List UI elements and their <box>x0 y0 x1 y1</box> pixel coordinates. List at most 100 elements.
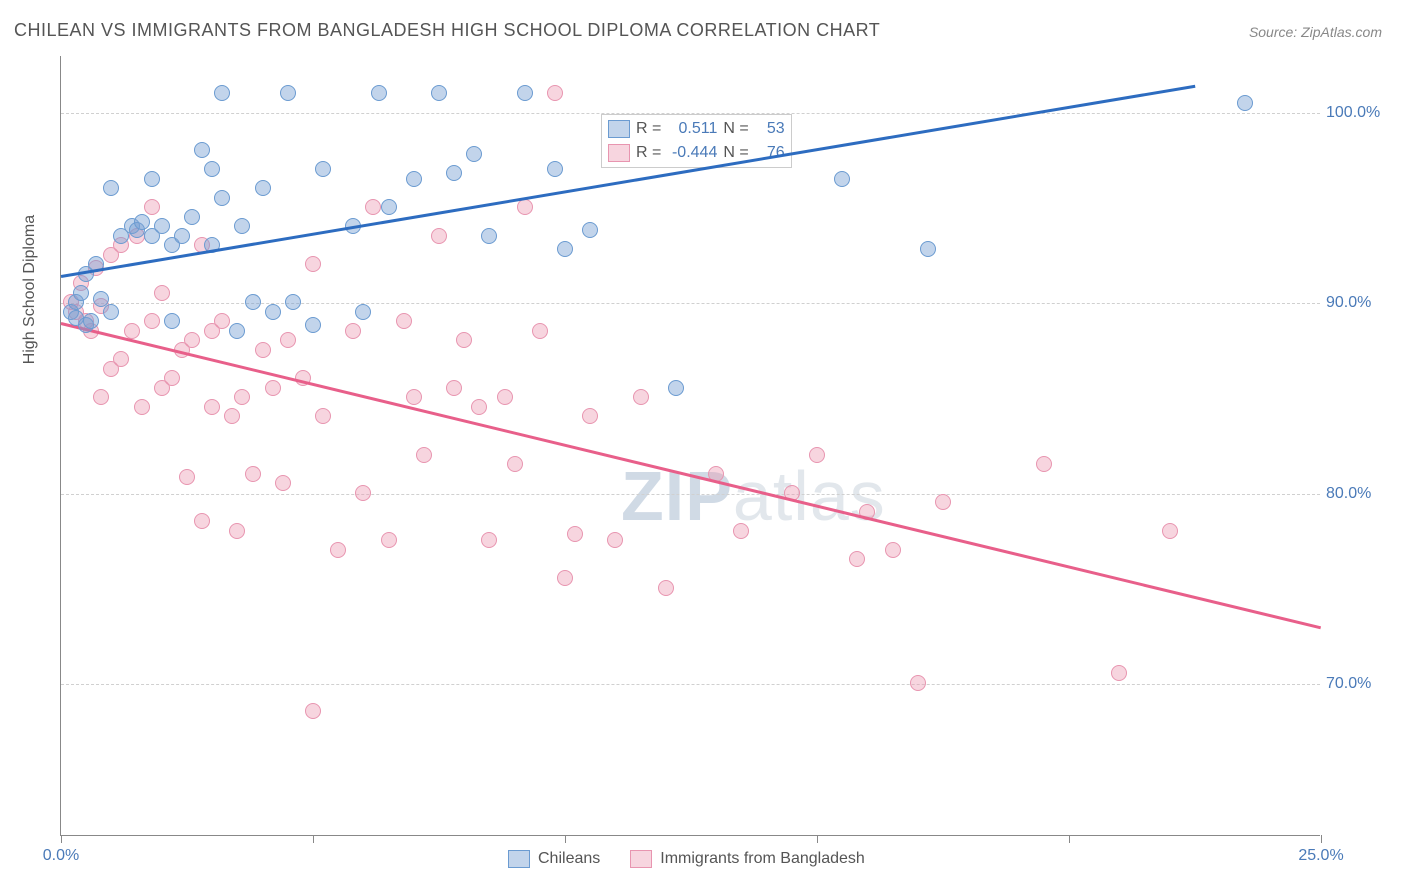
data-point <box>371 85 387 101</box>
data-point <box>517 85 533 101</box>
data-point <box>280 85 296 101</box>
data-point <box>234 218 250 234</box>
data-point <box>406 389 422 405</box>
data-point <box>93 389 109 405</box>
data-point <box>668 380 684 396</box>
data-point <box>113 351 129 367</box>
legend-item-chileans: Chileans <box>508 850 600 868</box>
y-gridline <box>61 494 1320 495</box>
data-point <box>265 304 281 320</box>
data-point <box>547 161 563 177</box>
data-point <box>204 161 220 177</box>
data-point <box>446 380 462 396</box>
data-point <box>456 332 472 348</box>
data-point <box>234 389 250 405</box>
data-point <box>305 317 321 333</box>
data-point <box>471 399 487 415</box>
data-point <box>809 447 825 463</box>
data-point <box>365 199 381 215</box>
legend-swatch-pink <box>608 144 630 162</box>
x-tick <box>313 835 314 843</box>
data-point <box>204 399 220 415</box>
r-value-chileans: 0.511 <box>667 120 717 138</box>
data-point <box>83 313 99 329</box>
y-gridline <box>61 113 1320 114</box>
legend-swatch-blue <box>608 120 630 138</box>
data-point <box>885 542 901 558</box>
data-point <box>245 294 261 310</box>
data-point <box>184 209 200 225</box>
data-point <box>265 380 281 396</box>
data-point <box>1162 523 1178 539</box>
data-point <box>144 199 160 215</box>
data-point <box>280 332 296 348</box>
data-point <box>345 323 361 339</box>
data-point <box>229 523 245 539</box>
data-point <box>164 313 180 329</box>
stats-row-chileans: R = 0.511 N = 53 <box>608 117 785 141</box>
data-point <box>194 513 210 529</box>
data-point <box>381 199 397 215</box>
data-point <box>431 228 447 244</box>
y-tick-label: 70.0% <box>1326 675 1396 693</box>
data-point <box>733 523 749 539</box>
x-tick-label: 0.0% <box>43 847 79 865</box>
data-point <box>396 313 412 329</box>
data-point <box>124 323 140 339</box>
data-point <box>582 408 598 424</box>
legend-swatch-blue <box>508 850 530 868</box>
data-point <box>607 532 623 548</box>
data-point <box>557 241 573 257</box>
stats-legend-box: R = 0.511 N = 53 R = -0.444 N = 76 <box>601 114 792 168</box>
data-point <box>214 313 230 329</box>
data-point <box>255 342 271 358</box>
data-point <box>73 285 89 301</box>
r-label: R = <box>636 120 661 138</box>
x-tick <box>61 835 62 843</box>
data-point <box>431 85 447 101</box>
x-tick <box>1069 835 1070 843</box>
data-point <box>305 256 321 272</box>
data-point <box>633 389 649 405</box>
data-point <box>184 332 200 348</box>
data-point <box>446 165 462 181</box>
data-point <box>214 190 230 206</box>
scatter-chart: ZIPatlas R = 0.511 N = 53 R = -0.444 N =… <box>60 56 1320 836</box>
data-point <box>481 228 497 244</box>
data-point <box>144 313 160 329</box>
data-point <box>285 294 301 310</box>
data-point <box>582 222 598 238</box>
data-point <box>567 526 583 542</box>
data-point <box>532 323 548 339</box>
data-point <box>154 285 170 301</box>
data-point <box>103 180 119 196</box>
data-point <box>1111 665 1127 681</box>
y-tick-label: 100.0% <box>1326 104 1396 122</box>
data-point <box>935 494 951 510</box>
data-point <box>557 570 573 586</box>
data-point <box>245 466 261 482</box>
data-point <box>164 370 180 386</box>
data-point <box>658 580 674 596</box>
data-point <box>406 171 422 187</box>
data-point <box>849 551 865 567</box>
chart-title: CHILEAN VS IMMIGRANTS FROM BANGLADESH HI… <box>14 20 880 41</box>
data-point <box>507 456 523 472</box>
data-point <box>547 85 563 101</box>
x-tick-label: 25.0% <box>1298 847 1343 865</box>
n-label: N = <box>723 120 748 138</box>
data-point <box>134 399 150 415</box>
r-label: R = <box>636 144 661 162</box>
legend-label: Chileans <box>538 850 600 868</box>
data-point <box>194 142 210 158</box>
r-value-bangladesh: -0.444 <box>667 144 717 162</box>
data-point <box>315 161 331 177</box>
data-point <box>174 228 190 244</box>
data-point <box>920 241 936 257</box>
data-point <box>834 171 850 187</box>
legend-label: Immigrants from Bangladesh <box>660 850 865 868</box>
data-point <box>481 532 497 548</box>
data-point <box>144 171 160 187</box>
data-point <box>497 389 513 405</box>
data-point <box>355 304 371 320</box>
